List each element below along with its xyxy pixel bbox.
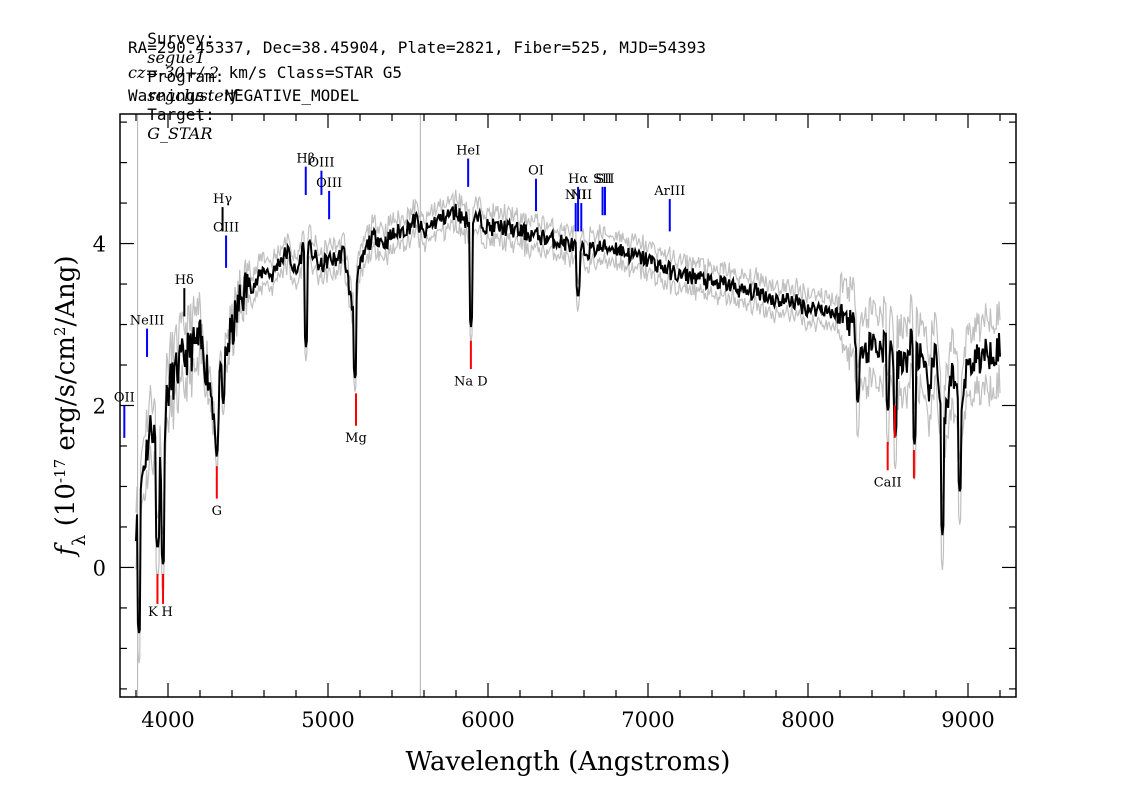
emission-line-label: SII <box>595 172 614 187</box>
survey-label: Survey: <box>147 29 215 48</box>
target-value: G_STAR <box>147 124 213 143</box>
header-line-1: Survey: segue1 Program: segclusterf Targ… <box>128 10 237 143</box>
x-axis-label: Wavelength (Angstroms) <box>406 747 731 777</box>
emission-line-label: Hγ <box>213 192 232 207</box>
y-axis-label-text: fλ (10-17 erg/s/cm2/Ang) <box>51 255 90 557</box>
emission-line-label: Hδ <box>175 273 194 288</box>
x-tick-label: 6000 <box>461 708 514 732</box>
x-tick-label: 8000 <box>781 708 834 732</box>
redshift-value: cz=-30+/-2 <box>128 63 219 82</box>
header-line-3: cz=-30+/-2 km/s Class=STAR G5 <box>128 63 402 82</box>
x-tick-label: 9000 <box>941 708 994 732</box>
absorption-line-label: Na D <box>454 374 488 389</box>
emission-line-label: NeIII <box>130 314 164 329</box>
emission-line-label: OIII <box>308 156 334 171</box>
x-tick-label: 4000 <box>141 708 194 732</box>
emission-line-label: NII <box>565 188 587 203</box>
error-band-lower <box>135 218 1001 664</box>
emission-line-label: ArIII <box>653 184 685 199</box>
flux-series <box>135 203 1001 634</box>
x-tick-label: 5000 <box>301 708 354 732</box>
emission-line-label: OIII <box>316 176 342 191</box>
spectral-line-markers: OIINeIIIHδHγOIIIHβOIIIOIIIHeIOINIIHαNIIS… <box>114 143 915 620</box>
program-value: segclusterf <box>147 86 238 105</box>
absorption-line-label: Mg <box>345 431 367 446</box>
header-line-2: RA=290.45337, Dec=38.45904, Plate=2821, … <box>128 38 706 57</box>
emission-line-label: Hβ <box>296 152 315 167</box>
emission-line-label: OIII <box>213 220 239 235</box>
x-tick-label: 7000 <box>621 708 674 732</box>
emission-line-label: NII <box>570 188 592 203</box>
axis-ticks: 4000 5000 6000 7000 8000 9000 0 2 4 <box>93 114 1016 732</box>
emission-line-label: OII <box>114 390 135 405</box>
program-label: Program: <box>147 67 225 86</box>
redshift-unit-class: km/s Class=STAR G5 <box>218 63 402 82</box>
y-axis-label: fλ (10-17 erg/s/cm2/Ang) <box>51 255 90 557</box>
absorption-line-label: G <box>212 504 222 519</box>
error-band <box>135 189 1001 664</box>
header-line-4: Warnings: NEGATIVE_MODEL <box>128 86 360 105</box>
survey-value: segue1 <box>147 48 206 67</box>
error-band-upper <box>135 189 1001 605</box>
y-tick-label: 4 <box>93 233 106 257</box>
emission-line-label: OI <box>528 164 544 179</box>
flux-line <box>135 203 1001 634</box>
emission-line-label: Hα <box>568 172 588 187</box>
absorption-line-label: CaII <box>874 475 902 490</box>
absorption-line-label: K <box>148 605 158 620</box>
emission-line-label: SII <box>593 172 612 187</box>
y-tick-label: 2 <box>93 395 106 419</box>
absorption-line-label: H <box>162 605 173 620</box>
emission-line-label: HeI <box>456 143 480 158</box>
sky-lines <box>137 114 421 697</box>
y-tick-label: 0 <box>93 556 106 580</box>
